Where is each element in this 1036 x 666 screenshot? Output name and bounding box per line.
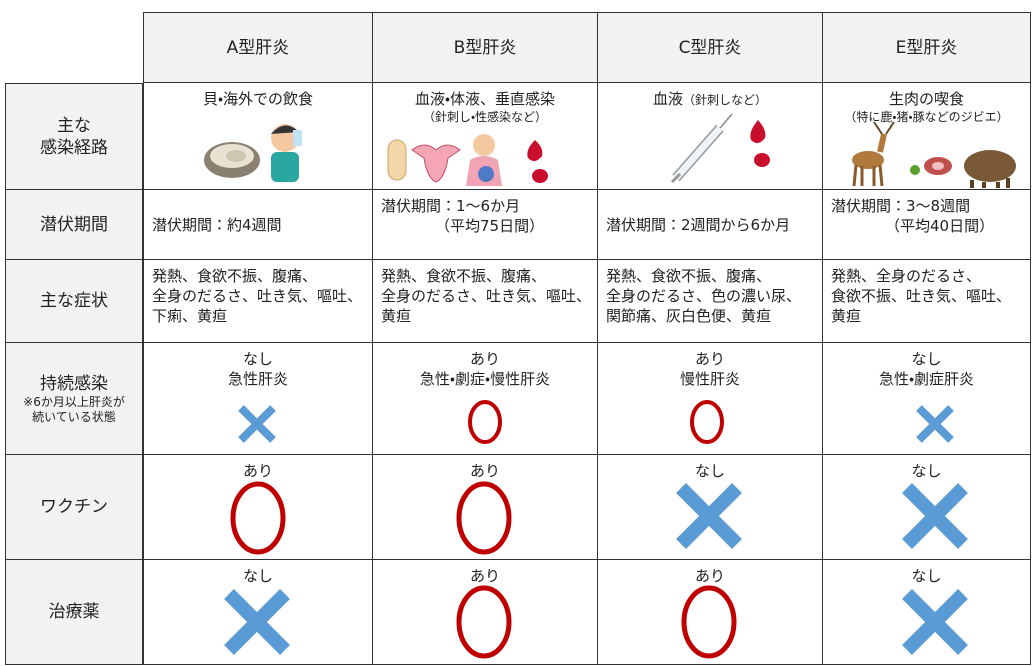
row-label-text: 主な症状 [40,291,108,311]
cell-text: あり [469,350,500,368]
cell-text: あり [694,567,725,585]
cell-text: なし [242,567,273,585]
cell-text: 発熱、食欲不振、腹痛、 [152,267,318,285]
cell-text: 潜伏期間：2週間から6か月 [606,215,791,234]
column-header: C型肝炎 [598,12,823,83]
table-cell: なし [143,560,373,665]
cell-text: 発熱、食欲不振、腹痛、 [381,267,547,285]
cell-note: （特に鹿・猪・豚などのジビエ） [844,110,1009,124]
cell-note: （針刺し・性感染など） [422,110,548,124]
table-cell: なし [598,455,823,560]
cell-text: 全身のだるさ、色の濃い尿、 [606,287,802,305]
table-cell: あり [373,560,598,665]
cell-text: あり [694,350,725,368]
cell-text: 黄疸 [831,307,862,325]
cell-text: 下痢、黄疸 [152,307,228,325]
table-cell: なし [823,560,1031,665]
cell-text: 慢性肝炎 [679,370,740,388]
cell-text: あり [242,462,273,480]
table-cell: 発熱、食欲不振、腹痛、全身のだるさ、色の濃い尿、 関節痛、灰白色便、黄疸 [598,260,823,343]
cell-text: 発熱、全身のだるさ、 [831,267,982,285]
table-cell: あり [598,560,823,665]
cell-text: 生肉の喫食 [888,90,964,108]
cell-text: なし [911,462,942,480]
row-label-text: 潜伏期間 [40,214,108,235]
cell-text: 黄疸 [381,307,412,325]
table-cell: 生肉の喫食 （特に鹿・猪・豚などのジビエ） [823,83,1031,190]
column-header-text: A型肝炎 [226,37,290,58]
row-label: 主な 感染経路 [5,83,143,190]
cell-text: なし [911,567,942,585]
table-cell: 貝・海外での飲食 [143,83,373,190]
row-label: 治療薬 [5,560,143,665]
row-label-text: 感染経路 [40,137,108,158]
row-label-note: ※6か月以上肝炎が [23,394,125,409]
cell-text: 急性肝炎 [227,370,288,388]
table-cell: 潜伏期間：1～6か月 （平均75日間） [373,190,598,260]
column-header: A型肝炎 [143,12,373,83]
cell-text: あり [469,462,500,480]
cell-text: 潜伏期間：約4週間 [152,215,282,234]
table-cell: あり [373,455,598,560]
column-header: E型肝炎 [823,12,1031,83]
row-label-note: 続いている状態 [32,409,116,424]
cell-text: 潜伏期間：3～8週間 [831,197,971,215]
cell-text: なし [694,462,725,480]
column-header-text: B型肝炎 [453,37,517,58]
row-label: ワクチン [5,455,143,560]
column-header: B型肝炎 [373,12,598,83]
cell-text: あり [469,567,500,585]
column-header-text: C型肝炎 [678,37,742,58]
table-cell: 発熱、全身のだるさ、食欲不振、吐き気、嘔吐、 黄疸 [823,260,1031,343]
cell-text: 血液 [652,90,683,108]
cell-text: なし [242,350,273,368]
cell-text: 血液・体液、垂直感染 [414,90,556,108]
cell-text: 潜伏期間：1～6か月 [381,197,521,215]
cell-text: （平均75日間） [435,217,545,235]
cell-note: （針刺しなど） [683,93,768,107]
row-label: 持続感染 ※6か月以上肝炎が 続いている状態 [5,343,143,455]
cell-text: 急性・劇症・慢性肝炎 [419,370,551,388]
cell-text: 急性・劇症肝炎 [878,370,975,388]
cell-text: 全身のだるさ、吐き気、嘔吐、 [152,287,363,305]
row-label-text: 持続感染 [40,373,108,394]
row-label: 主な症状 [5,260,143,343]
table-cell: 発熱、食欲不振、腹痛、全身のだるさ、吐き気、嘔吐、 黄疸 [373,260,598,343]
table-cell: なし [823,455,1031,560]
table-cell: 潜伏期間：2週間から6か月 [598,190,823,260]
table-cell: 潜伏期間：3～8週間 （平均40日間） [823,190,1031,260]
cell-text: 全身のだるさ、吐き気、嘔吐、 [381,287,592,305]
cell-text: （平均40日間） [885,217,995,235]
row-label-text: 治療薬 [48,602,100,622]
row-label-text: ワクチン [40,497,108,517]
cell-text: 関節痛、灰白色便、黄疸 [606,307,772,325]
table-cell: あり 慢性肝炎 [598,343,823,455]
cell-text: 貝・海外での飲食 [202,90,314,108]
table-cell: 血液（針刺しなど） [598,83,823,190]
table-cell: あり急性・劇症・慢性肝炎 [373,343,598,455]
cell-text: なし [911,350,942,368]
row-label: 潜伏期間 [5,190,143,260]
cell-text: 食欲不振、吐き気、嘔吐、 [831,287,1012,305]
row-label-text: 主な [57,115,91,136]
table-cell: あり [143,455,373,560]
cell-text: 発熱、食欲不振、腹痛、 [606,267,772,285]
table-cell: なし 急性肝炎 [143,343,373,455]
column-header-text: E型肝炎 [895,37,958,58]
table-cell: なし 急性・劇症肝炎 [823,343,1031,455]
table-cell: 潜伏期間：約4週間 [143,190,373,260]
table-cell: 血液・体液、垂直感染 （針刺し・性感染など） [373,83,598,190]
table-cell: 発熱、食欲不振、腹痛、全身のだるさ、吐き気、嘔吐、 下痢、黄疸 [143,260,373,343]
